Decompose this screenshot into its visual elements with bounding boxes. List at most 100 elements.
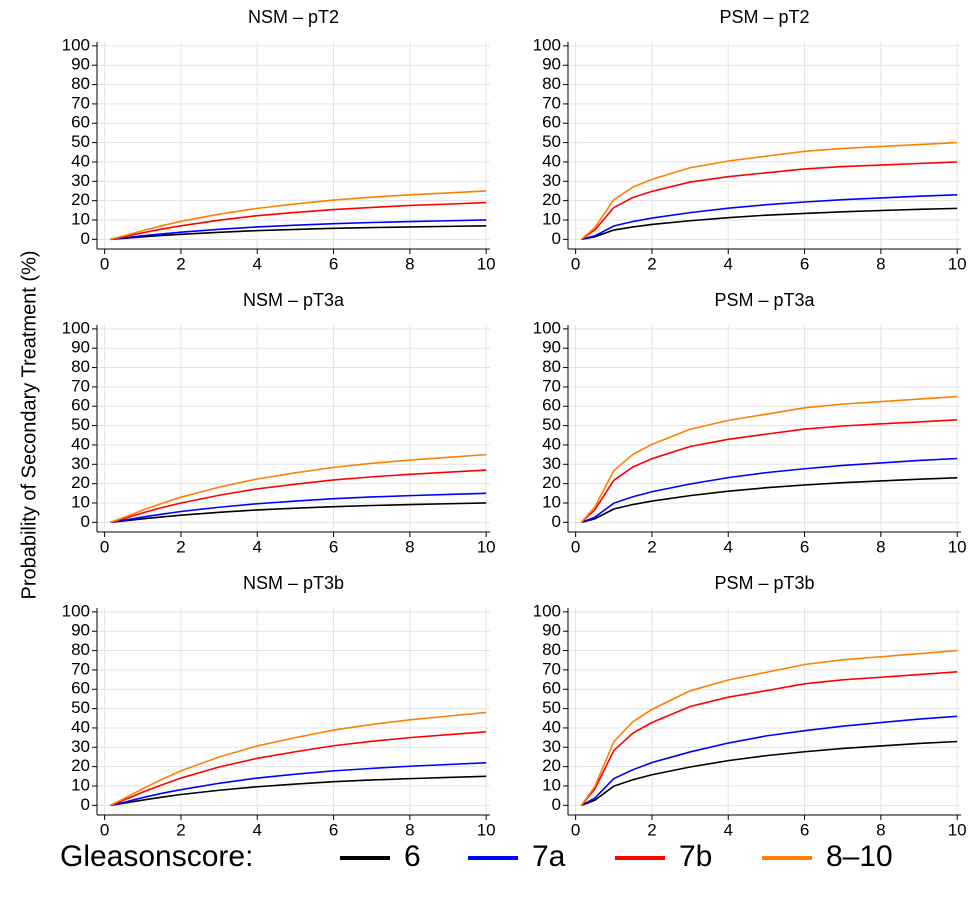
x-tick-label: 6: [800, 254, 809, 273]
y-tick-label: 100: [62, 35, 90, 54]
y-tick-label: 20: [542, 756, 561, 775]
y-tick-label: 80: [71, 640, 90, 659]
y-tick-label: 20: [71, 473, 90, 492]
y-tick-label: 60: [542, 396, 561, 415]
y-tick-label: 80: [542, 357, 561, 376]
x-tick-label: 0: [100, 254, 109, 273]
panel-title: NSM – pT3b: [243, 573, 344, 593]
y-tick-label: 100: [533, 601, 561, 620]
x-tick-label: 0: [571, 537, 580, 556]
x-tick-label: 8: [405, 537, 414, 556]
y-tick-label: 90: [542, 338, 561, 357]
line-series: [581, 740, 958, 807]
x-tick-label: 4: [253, 820, 262, 839]
y-tick-label: 20: [542, 190, 561, 209]
y-tick-label: 30: [71, 454, 90, 473]
y-tick-label: 40: [542, 434, 561, 453]
x-tick-label: 4: [253, 254, 262, 273]
y-tick-label: 60: [542, 679, 561, 698]
x-tick-label: 2: [176, 537, 185, 556]
panel-title: NSM – pT3a: [243, 290, 345, 310]
y-tick-label: 70: [542, 93, 561, 112]
legend-label: 8–10: [826, 840, 893, 873]
x-tick-label: 6: [329, 820, 338, 839]
x-tick-label: 0: [571, 820, 580, 839]
line-series: [580, 395, 958, 523]
y-tick-label: 40: [542, 151, 561, 170]
x-tick-label: 2: [176, 820, 185, 839]
y-tick-label: 50: [542, 132, 561, 151]
x-tick-label: 2: [176, 254, 185, 273]
y-tick-label: 100: [533, 35, 561, 54]
y-tick-label: 0: [81, 795, 90, 814]
x-tick-label: 8: [405, 254, 414, 273]
panel-title: PSM – pT3a: [714, 290, 815, 310]
y-axis-label: Probability of Secondary Treatment (%): [18, 250, 40, 599]
y-tick-label: 100: [62, 601, 90, 620]
line-series: [110, 224, 487, 241]
y-tick-label: 40: [542, 717, 561, 736]
line-series: [109, 711, 487, 807]
y-tick-label: 10: [71, 775, 90, 794]
x-tick-label: 0: [100, 820, 109, 839]
y-tick-label: 80: [542, 74, 561, 93]
y-tick-label: 30: [542, 737, 561, 756]
line-series: [581, 194, 958, 241]
y-tick-label: 60: [542, 113, 561, 132]
y-tick-label: 50: [542, 415, 561, 434]
y-tick-label: 70: [71, 659, 90, 678]
line-series: [110, 469, 487, 524]
y-tick-label: 70: [542, 659, 561, 678]
x-tick-label: 10: [477, 254, 496, 273]
y-tick-label: 80: [542, 640, 561, 659]
x-tick-label: 10: [948, 820, 967, 839]
x-tick-label: 4: [724, 537, 733, 556]
panel-title: PSM – pT3b: [714, 573, 814, 593]
x-tick-label: 10: [477, 820, 496, 839]
legend-label: 7b: [679, 840, 712, 873]
x-tick-label: 6: [800, 537, 809, 556]
line-series: [110, 190, 487, 241]
y-tick-label: 100: [533, 318, 561, 337]
y-tick-label: 90: [542, 55, 561, 74]
y-tick-label: 10: [542, 775, 561, 794]
x-tick-label: 6: [329, 254, 338, 273]
y-tick-label: 10: [71, 492, 90, 511]
line-series: [580, 715, 958, 807]
y-tick-label: 40: [71, 434, 90, 453]
line-series: [580, 649, 958, 806]
y-tick-label: 60: [71, 113, 90, 132]
x-tick-label: 2: [647, 537, 656, 556]
x-tick-label: 10: [948, 254, 967, 273]
y-tick-label: 70: [542, 376, 561, 395]
x-tick-label: 8: [876, 537, 885, 556]
y-tick-label: 0: [552, 512, 561, 531]
legend-title: Gleasonscore:: [60, 840, 253, 873]
y-tick-label: 90: [71, 338, 90, 357]
y-tick-label: 50: [71, 415, 90, 434]
y-tick-label: 10: [542, 209, 561, 228]
y-tick-label: 80: [71, 357, 90, 376]
line-series: [110, 453, 487, 524]
x-tick-label: 8: [876, 820, 885, 839]
line-series: [581, 477, 958, 524]
line-series: [110, 761, 487, 807]
x-tick-label: 10: [477, 537, 496, 556]
y-tick-label: 50: [71, 698, 90, 717]
line-series: [110, 201, 487, 241]
x-tick-label: 8: [405, 820, 414, 839]
y-tick-label: 10: [542, 492, 561, 511]
line-series: [110, 502, 487, 524]
x-tick-label: 4: [253, 537, 262, 556]
line-series: [581, 457, 958, 524]
y-tick-label: 10: [71, 209, 90, 228]
y-tick-label: 20: [542, 473, 561, 492]
y-tick-label: 20: [71, 190, 90, 209]
x-tick-label: 6: [329, 537, 338, 556]
y-tick-label: 40: [71, 151, 90, 170]
y-tick-label: 30: [542, 454, 561, 473]
y-tick-label: 60: [71, 679, 90, 698]
line-series: [580, 418, 958, 523]
line-series: [580, 141, 958, 240]
